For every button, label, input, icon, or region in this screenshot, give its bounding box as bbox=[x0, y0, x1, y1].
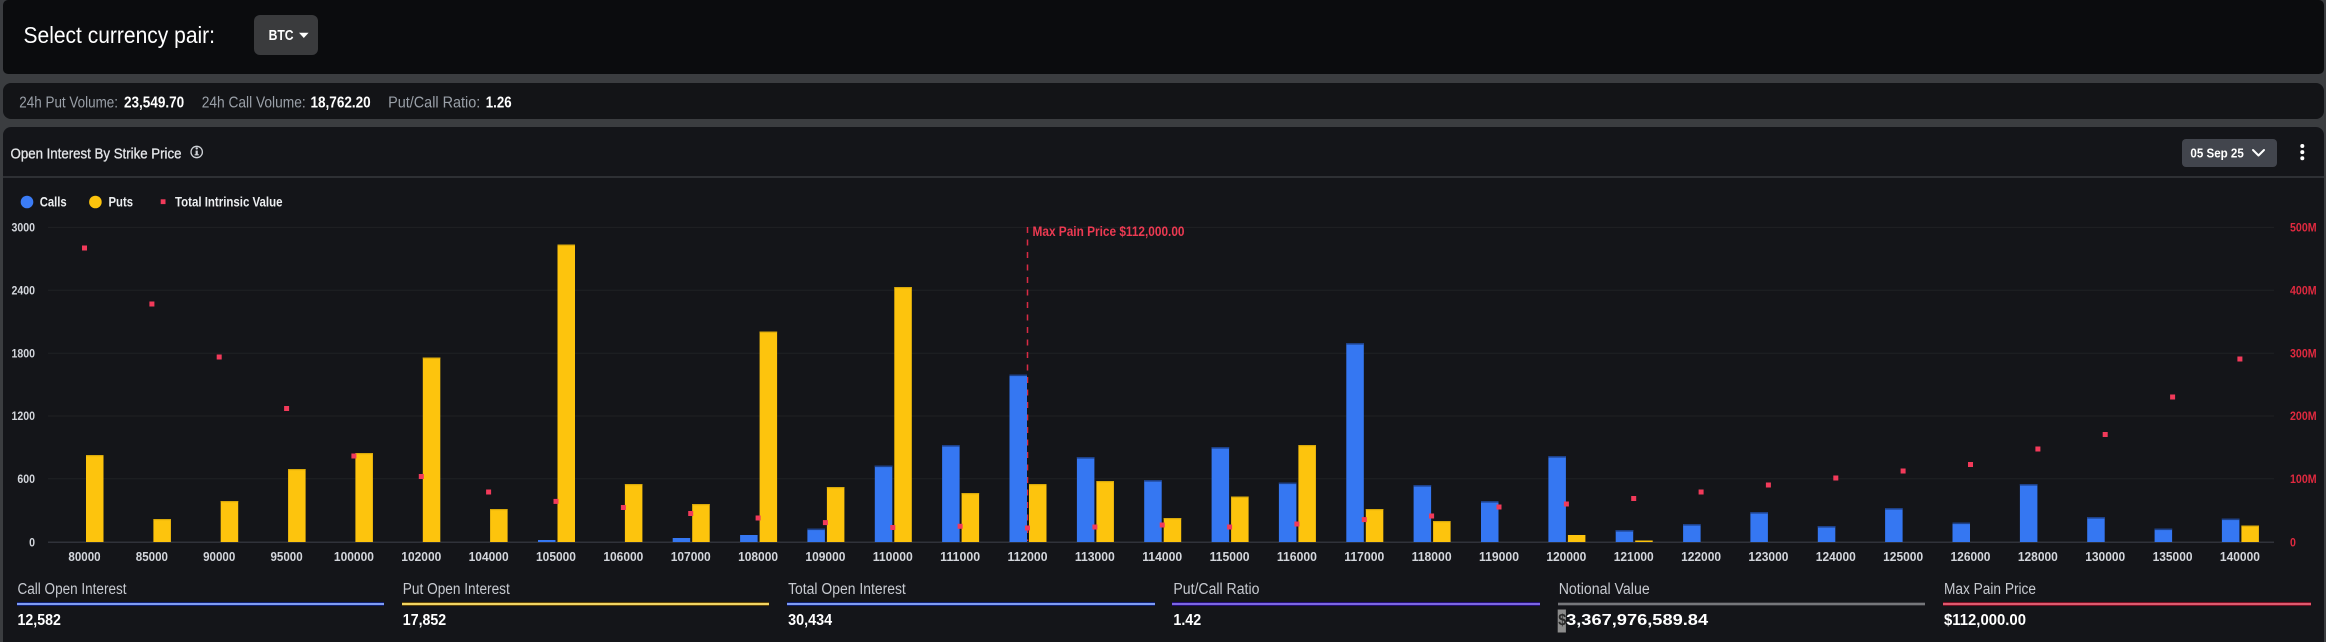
svg-text:104000: 104000 bbox=[469, 550, 509, 564]
svg-text:102000: 102000 bbox=[401, 550, 441, 564]
svg-text:119000: 119000 bbox=[1479, 550, 1519, 564]
svg-text:200M: 200M bbox=[2290, 411, 2317, 423]
svg-text:107000: 107000 bbox=[671, 550, 711, 564]
svg-text:Put/Call Ratio: Put/Call Ratio bbox=[1173, 581, 1259, 598]
svg-text:116000: 116000 bbox=[1277, 550, 1317, 564]
svg-text:300M: 300M bbox=[2290, 348, 2317, 360]
svg-text:30,434: 30,434 bbox=[788, 612, 832, 629]
svg-text:1200: 1200 bbox=[12, 411, 36, 423]
svg-text:600: 600 bbox=[17, 474, 35, 486]
svg-text:135000: 135000 bbox=[2153, 550, 2193, 564]
svg-text:122000: 122000 bbox=[1681, 550, 1721, 564]
svg-text:400M: 400M bbox=[2290, 286, 2317, 298]
svg-text:Call Open Interest: Call Open Interest bbox=[18, 581, 128, 598]
svg-text:125000: 125000 bbox=[1883, 550, 1923, 564]
svg-text:05 Sep 25: 05 Sep 25 bbox=[2190, 146, 2243, 161]
svg-text:17,852: 17,852 bbox=[403, 612, 446, 629]
svg-text:1.26: 1.26 bbox=[486, 95, 512, 112]
svg-text:Max Pain Price: Max Pain Price bbox=[1944, 581, 2036, 598]
svg-text:1.42: 1.42 bbox=[1173, 612, 1201, 629]
svg-text:80000: 80000 bbox=[68, 550, 100, 564]
svg-text:115000: 115000 bbox=[1210, 550, 1250, 564]
svg-text:105000: 105000 bbox=[536, 550, 576, 564]
svg-text:140000: 140000 bbox=[2220, 550, 2260, 564]
svg-text:$: $ bbox=[1558, 612, 1566, 629]
svg-text:Select currency pair:: Select currency pair: bbox=[24, 22, 216, 48]
svg-text:24h Call Volume:: 24h Call Volume: bbox=[202, 95, 306, 112]
svg-text:0: 0 bbox=[2290, 537, 2296, 549]
svg-text:Open Interest By Strike Price: Open Interest By Strike Price bbox=[11, 146, 182, 163]
svg-text:3,367,976,589.84: 3,367,976,589.84 bbox=[1566, 612, 1708, 629]
svg-text:124000: 124000 bbox=[1816, 550, 1856, 564]
svg-text:121000: 121000 bbox=[1614, 550, 1654, 564]
svg-text:126000: 126000 bbox=[1950, 550, 1990, 564]
svg-text:120000: 120000 bbox=[1546, 550, 1586, 564]
svg-text:110000: 110000 bbox=[873, 550, 913, 564]
svg-text:90000: 90000 bbox=[203, 550, 235, 564]
svg-text:106000: 106000 bbox=[603, 550, 643, 564]
svg-text:118000: 118000 bbox=[1412, 550, 1452, 564]
svg-text:Total Intrinsic Value: Total Intrinsic Value bbox=[175, 194, 283, 210]
svg-text:Put/Call Ratio:: Put/Call Ratio: bbox=[388, 95, 480, 112]
svg-text:95000: 95000 bbox=[270, 550, 302, 564]
svg-text:$112,000.00: $112,000.00 bbox=[1944, 612, 2026, 629]
svg-text:BTC: BTC bbox=[269, 28, 294, 44]
svg-text:108000: 108000 bbox=[738, 550, 778, 564]
svg-text:23,549.70: 23,549.70 bbox=[124, 95, 184, 112]
svg-text:18,762.20: 18,762.20 bbox=[311, 95, 371, 112]
svg-text:Puts: Puts bbox=[109, 194, 134, 210]
svg-text:130000: 130000 bbox=[2085, 550, 2125, 564]
svg-text:85000: 85000 bbox=[136, 550, 168, 564]
svg-text:3000: 3000 bbox=[12, 223, 36, 235]
svg-text:117000: 117000 bbox=[1344, 550, 1384, 564]
svg-text:109000: 109000 bbox=[805, 550, 845, 564]
svg-text:Calls: Calls bbox=[40, 194, 67, 210]
svg-text:112000: 112000 bbox=[1007, 550, 1047, 564]
svg-text:113000: 113000 bbox=[1075, 550, 1115, 564]
svg-text:Put Open Interest: Put Open Interest bbox=[403, 581, 511, 598]
svg-text:123000: 123000 bbox=[1748, 550, 1788, 564]
svg-text:111000: 111000 bbox=[940, 550, 980, 564]
svg-text:500M: 500M bbox=[2290, 223, 2317, 235]
svg-text:114000: 114000 bbox=[1142, 550, 1182, 564]
svg-text:Notional Value: Notional Value bbox=[1559, 581, 1650, 598]
svg-text:100000: 100000 bbox=[334, 550, 374, 564]
svg-text:2400: 2400 bbox=[12, 286, 36, 298]
svg-text:100M: 100M bbox=[2290, 474, 2317, 486]
svg-text:0: 0 bbox=[29, 537, 35, 549]
svg-text:24h Put Volume:: 24h Put Volume: bbox=[19, 95, 118, 112]
svg-text:12,582: 12,582 bbox=[18, 612, 61, 629]
svg-text:Max Pain Price $112,000.00: Max Pain Price $112,000.00 bbox=[1033, 224, 1185, 239]
svg-text:Total Open Interest: Total Open Interest bbox=[788, 581, 906, 598]
svg-text:128000: 128000 bbox=[2018, 550, 2058, 564]
svg-text:1800: 1800 bbox=[12, 348, 36, 360]
